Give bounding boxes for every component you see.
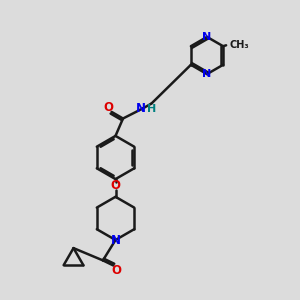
Text: H: H xyxy=(148,103,157,114)
Text: N: N xyxy=(110,233,121,247)
Text: O: O xyxy=(103,101,114,114)
Text: CH₃: CH₃ xyxy=(230,40,249,50)
Text: N: N xyxy=(202,32,211,42)
Text: N: N xyxy=(136,102,146,115)
Text: N: N xyxy=(202,69,211,79)
Text: O: O xyxy=(110,179,121,192)
Text: O: O xyxy=(111,263,122,277)
